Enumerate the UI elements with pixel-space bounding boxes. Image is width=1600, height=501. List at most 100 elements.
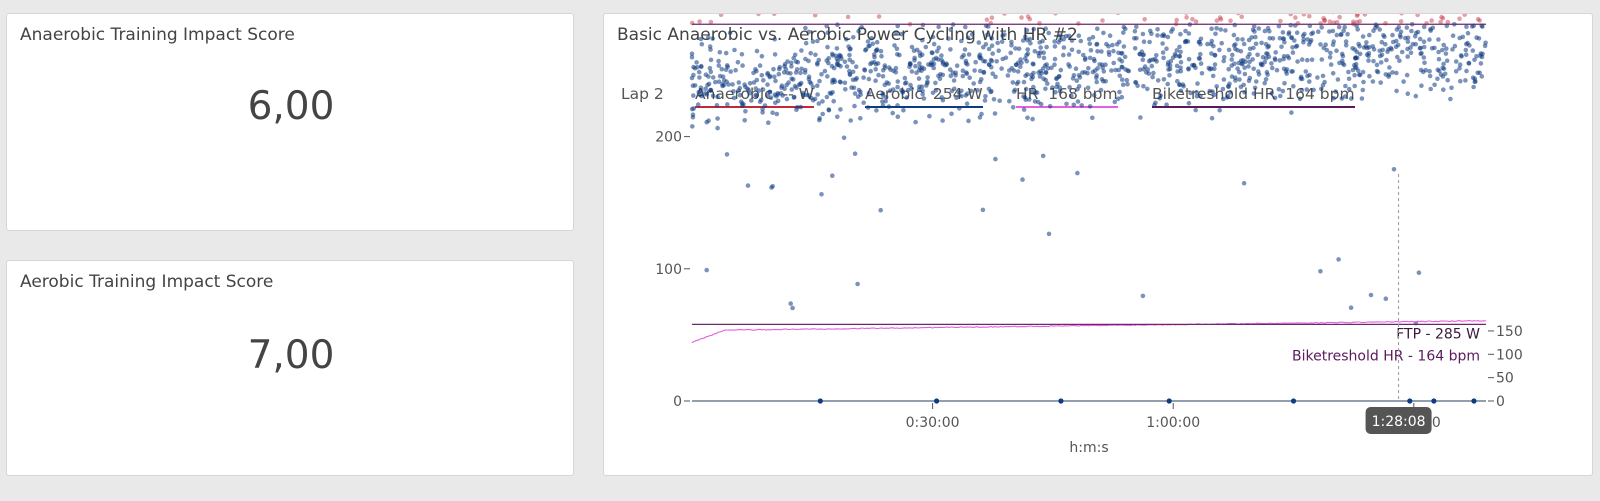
- aerobic-point: [1212, 66, 1217, 72]
- aerobic-point: [876, 72, 881, 78]
- aerobic-point: [1413, 41, 1418, 47]
- aerobic-point: [1112, 99, 1118, 105]
- aerobic-point: [976, 40, 982, 45]
- aerobic-point: [948, 27, 953, 32]
- aerobic-point: [1276, 86, 1282, 92]
- aerobic-point: [1276, 23, 1282, 29]
- aerobic-point: [1265, 25, 1271, 31]
- legend-hr[interactable]: HR 168 bpm: [1016, 85, 1118, 108]
- lap-label: Lap 2: [621, 85, 664, 103]
- aerobic-point: [1343, 43, 1349, 48]
- aerobic-point: [929, 62, 935, 67]
- aerobic-point: [1094, 79, 1099, 85]
- aerobic-point: [1408, 50, 1414, 55]
- aerobic-point: [1282, 81, 1287, 86]
- aerobic-point: [1404, 72, 1410, 78]
- aerobic-point: [1357, 51, 1363, 57]
- aerobic-point: [1106, 49, 1112, 55]
- aerobic-point: [719, 66, 725, 72]
- aerobic-point: [720, 83, 725, 89]
- aerobic-point: [1405, 35, 1411, 41]
- aerobic-point: [847, 57, 852, 63]
- aerobic-point: [842, 59, 848, 64]
- aerobic-point: [706, 118, 711, 123]
- anaerobic-point: [989, 15, 995, 20]
- aerobic-point: [1090, 115, 1095, 121]
- anaerobic-point: [1424, 21, 1429, 26]
- aerobic-point: [1077, 75, 1083, 80]
- aerobic-point: [1469, 24, 1475, 29]
- aerobic-point: [1043, 70, 1049, 75]
- aerobic-point: [1178, 88, 1184, 94]
- aerobic-point: [993, 74, 998, 80]
- aerobic-point: [994, 59, 999, 64]
- aerobic-point: [1299, 87, 1305, 93]
- aerobic-point: [1183, 28, 1188, 34]
- aerobic-point: [1273, 50, 1278, 55]
- aerobic-point: [1038, 101, 1044, 107]
- anaerobic-point: [812, 14, 818, 18]
- aerobic-point: [919, 52, 925, 58]
- aerobic-point: [1235, 48, 1240, 53]
- aerobic-point: [920, 22, 926, 28]
- aerobic-point: [1132, 29, 1138, 34]
- aerobic-point: [855, 94, 861, 100]
- aerobic-point: [1039, 71, 1044, 76]
- aerobic-point: [691, 72, 696, 78]
- aerobic-point: [1069, 38, 1075, 43]
- aerobic-point: [890, 110, 895, 116]
- aerobic-point: [691, 106, 696, 111]
- aerobic-point: [1061, 52, 1066, 58]
- aerobic-point: [1239, 61, 1245, 67]
- anaerobic-point: [1184, 15, 1189, 20]
- aerobic-point: [1286, 31, 1292, 37]
- aerobic-point: [858, 116, 863, 121]
- aerobic-point: [1352, 83, 1357, 89]
- aerobic-point: [1119, 77, 1125, 82]
- aerobic-point: [999, 66, 1004, 71]
- aerobic-point: [753, 92, 758, 98]
- aerobic-point: [1290, 69, 1295, 74]
- aerobic-point: [874, 108, 879, 113]
- aerobic-point: [920, 37, 925, 43]
- aerobic-point: [909, 69, 915, 74]
- aerobic-point: [979, 111, 984, 117]
- aerobic-point: [1164, 46, 1169, 51]
- aerobic-point: [1343, 83, 1348, 89]
- aerobic-point: [1247, 51, 1252, 57]
- aerobic-point: [1160, 50, 1166, 55]
- aerobic-point: [1046, 30, 1051, 36]
- aerobic-point: [1150, 74, 1155, 80]
- aerobic-point: [1145, 86, 1150, 92]
- aerobic-point: [1342, 94, 1348, 99]
- aerobic-point: [817, 78, 822, 84]
- aerobic-point: [1449, 85, 1454, 91]
- aerobic-point: [1087, 41, 1093, 47]
- power-chart-card: Basic Anaerobic vs. Aerobic Power Cyclin…: [603, 13, 1593, 476]
- aerobic-point: [1214, 84, 1219, 89]
- aerobic-point: [1246, 64, 1251, 69]
- aerobic-point: [1178, 59, 1184, 65]
- aerobic-point: [1198, 51, 1203, 57]
- aerobic-point: [1440, 47, 1445, 53]
- aerobic-point: [1137, 67, 1143, 73]
- aerobic-point: [1435, 67, 1441, 72]
- anaerobic-point: [1076, 21, 1081, 26]
- aerobic-point: [698, 36, 704, 42]
- aerobic-point: [960, 68, 966, 73]
- aerobic-point: [761, 78, 766, 83]
- aerobic-point: [703, 86, 708, 92]
- aerobic-point: [735, 59, 741, 65]
- aerobic-point: [776, 71, 782, 77]
- aerobic-point: [852, 103, 857, 109]
- aerobic-point: [1212, 53, 1218, 58]
- aerobic-point: [935, 57, 941, 62]
- aerobic-point: [873, 78, 878, 83]
- anaerobic-point: [756, 14, 761, 17]
- aerobic-point: [930, 34, 936, 40]
- aerobic-point: [1242, 71, 1248, 77]
- aerobic-point: [1441, 61, 1446, 67]
- aerobic-point: [1018, 64, 1023, 69]
- aerobic-point: [731, 89, 736, 94]
